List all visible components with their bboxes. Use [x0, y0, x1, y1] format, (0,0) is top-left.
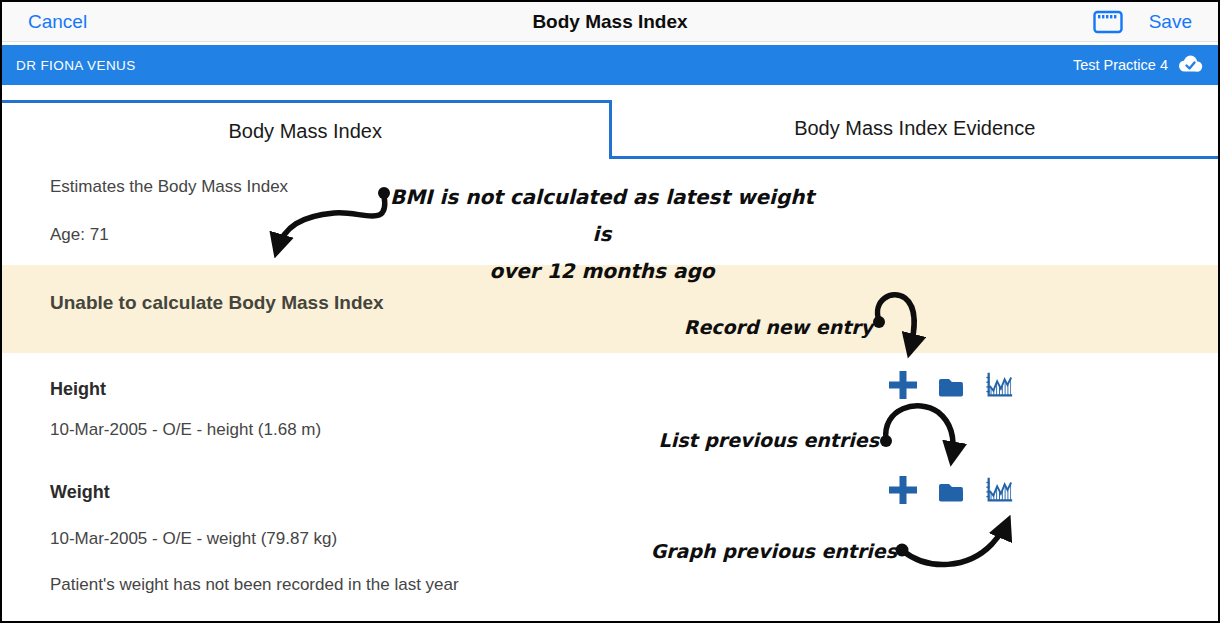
- calculator-description: Estimates the Body Mass Index: [50, 177, 1218, 197]
- bmi-panel: Estimates the Body Mass Index Age: 71 Un…: [2, 177, 1218, 595]
- practice-bar: DR FIONA VENUS Test Practice 4: [2, 45, 1218, 85]
- height-add-entry-button[interactable]: [888, 369, 918, 401]
- weight-latest-entry: 10-Mar-2005 - O/E - weight (79.87 kg): [50, 529, 1218, 549]
- doctor-name: DR FIONA VENUS: [16, 58, 136, 73]
- weight-list-entries-button[interactable]: [936, 474, 966, 506]
- weight-add-entry-button[interactable]: [888, 474, 918, 506]
- practice-name: Test Practice 4: [1073, 54, 1204, 76]
- tab-body-mass-index-evidence[interactable]: Body Mass Index Evidence: [612, 100, 1219, 159]
- warning-banner: Unable to calculate Body Mass Index: [2, 265, 1218, 353]
- weight-label: Weight: [50, 482, 1218, 503]
- top-nav-bar: Cancel Body Mass Index Save: [2, 2, 1218, 42]
- weight-actions: [888, 474, 1014, 506]
- tab-bar: Body Mass Index Body Mass Index Evidence: [2, 100, 1218, 159]
- cloud-sync-icon: [1177, 54, 1204, 76]
- weight-outdated-note: Patient's weight has not been recorded i…: [50, 575, 1218, 595]
- page-title: Body Mass Index: [2, 11, 1218, 33]
- height-latest-entry: 10-Mar-2005 - O/E - height (1.68 m): [50, 420, 1218, 440]
- weight-graph-entries-button[interactable]: [984, 474, 1014, 506]
- tab-body-mass-index[interactable]: Body Mass Index: [2, 100, 612, 159]
- save-button[interactable]: Save: [1149, 11, 1192, 33]
- patient-age: Age: 71: [50, 225, 1218, 245]
- height-actions: [888, 369, 1014, 401]
- height-graph-entries-button[interactable]: [984, 369, 1014, 401]
- height-label: Height: [50, 379, 1218, 400]
- cancel-button[interactable]: Cancel: [28, 11, 87, 33]
- height-list-entries-button[interactable]: [936, 369, 966, 401]
- calendar-icon[interactable]: [1093, 10, 1123, 34]
- practice-name-label: Test Practice 4: [1073, 57, 1168, 73]
